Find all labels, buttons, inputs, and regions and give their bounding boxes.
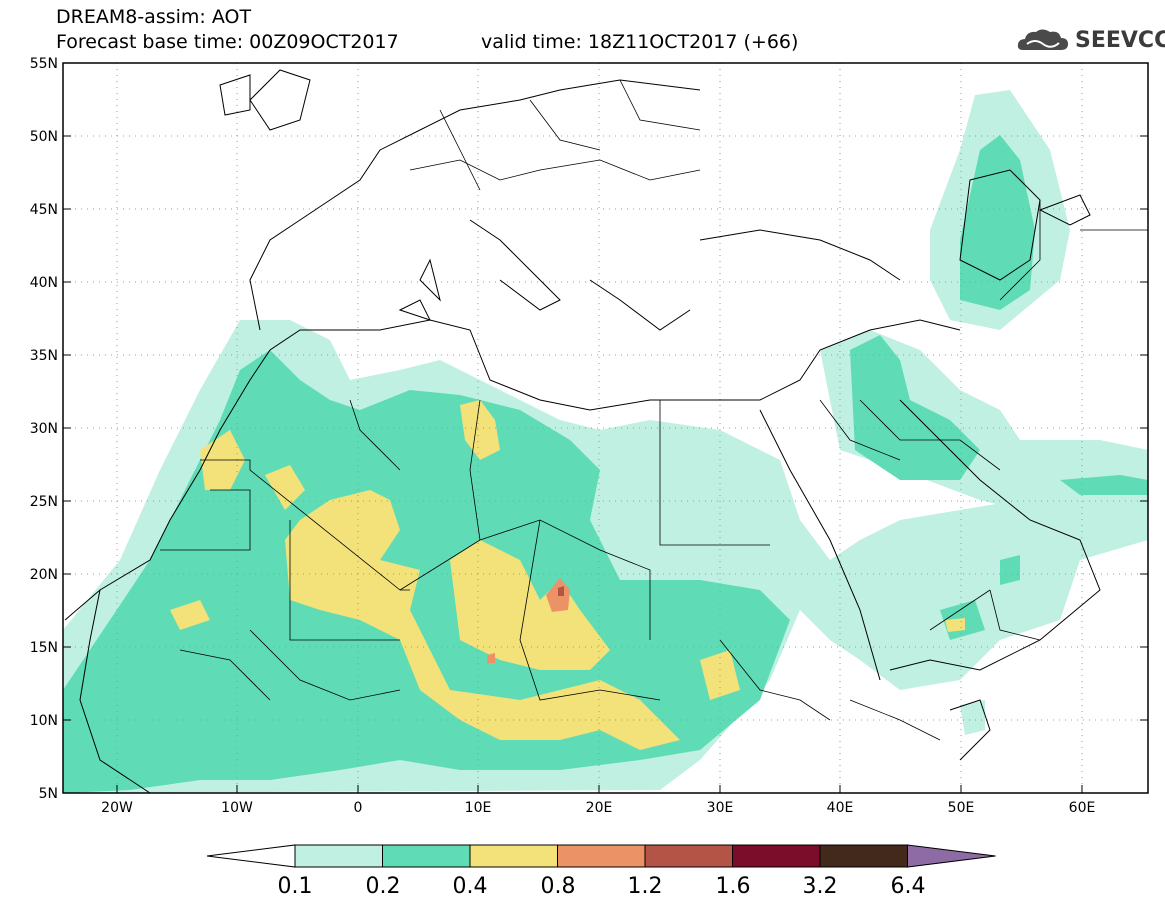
- colorbar-segment: [644, 844, 733, 868]
- colorbar-label: 0.1: [278, 874, 313, 899]
- lat-label: 10N: [30, 713, 58, 729]
- lon-label: 20E: [586, 800, 613, 816]
- aot-band-0-2: [63, 135, 1148, 793]
- coastlines: [64, 69, 1101, 793]
- colorbar-segment: [819, 844, 908, 868]
- seevccc-logo: SEEVCCC: [1015, 24, 1165, 58]
- map-title: DREAM8-assim: AOT: [56, 6, 252, 28]
- lon-label: 60E: [1069, 800, 1096, 816]
- colorbar-label: 1.6: [716, 874, 751, 899]
- lon-label: 20W: [101, 800, 133, 816]
- lat-label: 25N: [30, 494, 58, 510]
- lat-label: 5N: [39, 786, 58, 802]
- lat-label: 40N: [30, 275, 58, 291]
- lon-label: 30E: [707, 800, 734, 816]
- lat-label: 15N: [30, 640, 58, 656]
- colorbar-segment: [732, 844, 821, 868]
- colorbar-segment: [382, 844, 471, 868]
- lat-label: 55N: [30, 56, 58, 72]
- lon-labels: 20W 10W 0 10E 20E 30E 40E 50E 60E: [101, 800, 1095, 816]
- lon-label: 40E: [827, 800, 854, 816]
- country-borders: [160, 79, 1148, 741]
- lat-labels: 55N 50N 45N 40N 35N 30N 25N 20N 15N 10N …: [30, 56, 58, 802]
- colorbar-label: 0.2: [366, 874, 401, 899]
- lat-label: 50N: [30, 129, 58, 145]
- colorbar-segment: [557, 844, 646, 868]
- lon-tick-marks: [116, 785, 1083, 793]
- colorbar-segment: [294, 844, 383, 868]
- colorbar-right-arrow: [907, 844, 996, 868]
- lon-label: 0: [354, 800, 363, 816]
- lat-label: 30N: [30, 421, 58, 437]
- colorbar-label: 1.2: [628, 874, 663, 899]
- aot-band-1-2: [558, 586, 564, 596]
- lon-label: 50E: [948, 800, 975, 816]
- valid-time: valid time: 18Z11OCT2017 (+66): [481, 31, 799, 53]
- aot-field: [63, 63, 1148, 793]
- logo-text: SEEVCCC: [1075, 28, 1165, 53]
- colorbar-label: 0.8: [541, 874, 576, 899]
- lon-label: 10E: [465, 800, 492, 816]
- forecast-base-time: Forecast base time: 00Z09OCT2017: [56, 31, 399, 53]
- colorbar-labels: 0.1 0.2 0.4 0.8 1.2 1.6 3.2 6.4: [278, 874, 926, 899]
- lat-tick-marks: [63, 62, 1148, 721]
- lon-label: 10W: [221, 800, 253, 816]
- colorbar-label: 0.4: [453, 874, 488, 899]
- colorbar-label: 3.2: [803, 874, 838, 899]
- lat-label: 20N: [30, 567, 58, 583]
- colorbar-label: 6.4: [891, 874, 926, 899]
- colorbar: [206, 844, 996, 868]
- lat-label: 35N: [30, 348, 58, 364]
- cloud-logo-icon: [1017, 29, 1068, 50]
- colorbar-left-arrow: [206, 844, 296, 868]
- colorbar-segment: [469, 844, 558, 868]
- lat-label: 45N: [30, 202, 58, 218]
- graticule: [63, 63, 1148, 793]
